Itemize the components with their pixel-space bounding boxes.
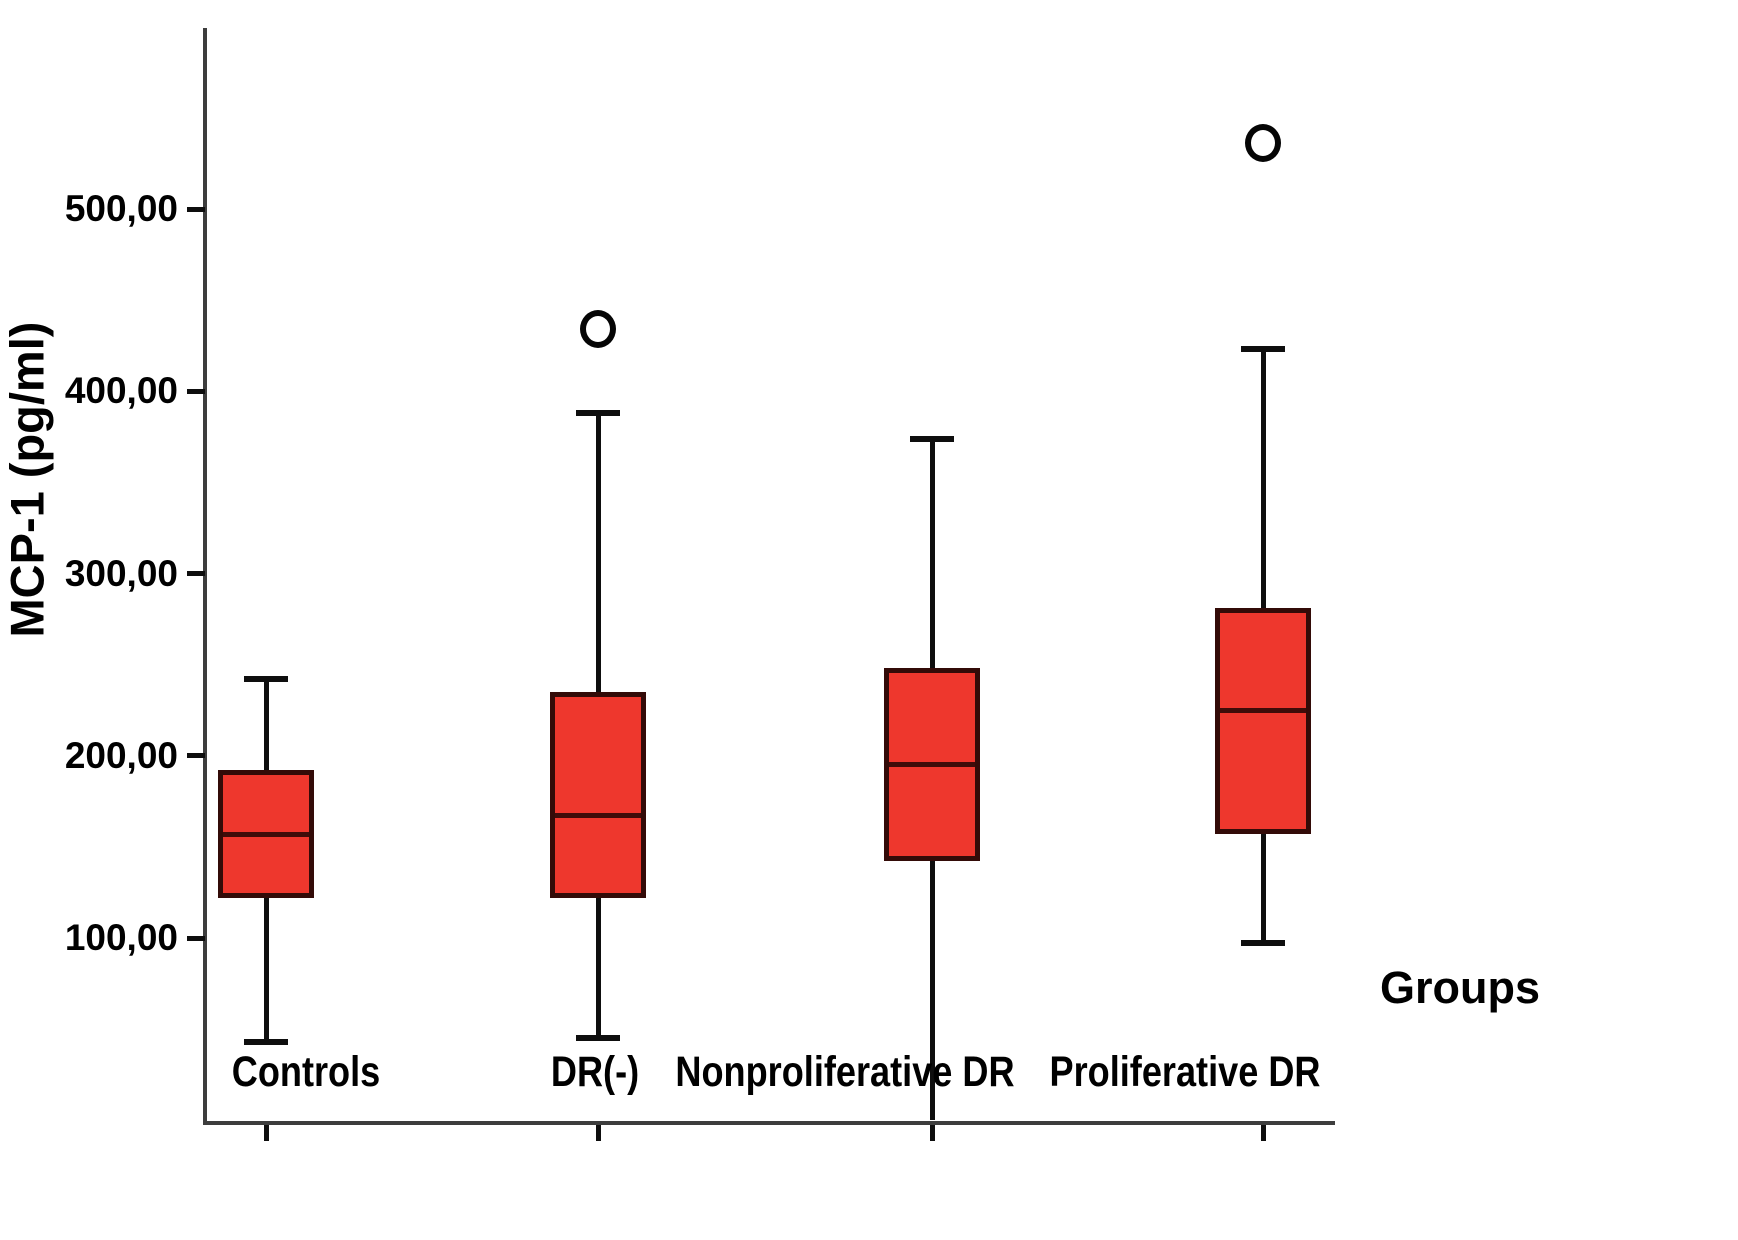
upper-whisker-cap bbox=[1241, 346, 1285, 353]
x-axis-line bbox=[203, 1121, 1335, 1125]
lower-whisker-cap bbox=[1241, 940, 1285, 947]
x-category-label: Controls bbox=[231, 1048, 381, 1096]
x-category-label: Nonproliferative DR bbox=[675, 1048, 1015, 1096]
lower-whisker-cap bbox=[576, 1035, 620, 1042]
y-tick-label: 500,00 bbox=[64, 188, 178, 229]
median-line bbox=[889, 762, 975, 768]
y-tick-label: 200,00 bbox=[64, 734, 178, 776]
x-category-label: Proliferative DR bbox=[1049, 1048, 1321, 1096]
iqr-box bbox=[550, 691, 646, 898]
median-line bbox=[223, 831, 309, 837]
upper-whisker-cap bbox=[244, 676, 288, 683]
x-category-label: DR(-) bbox=[550, 1048, 640, 1096]
y-tick-mark bbox=[187, 388, 205, 394]
upper-whisker-cap bbox=[576, 410, 620, 417]
y-tick-label: 100,00 bbox=[64, 917, 178, 958]
y-tick-mark bbox=[187, 571, 205, 576]
y-tick-label: 400,00 bbox=[64, 370, 178, 412]
x-category-tick bbox=[595, 1125, 601, 1141]
y-tick-mark bbox=[187, 206, 205, 212]
median-line bbox=[555, 813, 641, 819]
x-category-tick bbox=[263, 1125, 269, 1141]
iqr-box bbox=[1215, 608, 1311, 835]
lower-whisker-cap bbox=[244, 1038, 288, 1045]
x-category-tick bbox=[1260, 1125, 1266, 1141]
x-axis-title: Groups bbox=[1380, 962, 1541, 1013]
y-tick-mark bbox=[187, 753, 205, 759]
y-tick-mark bbox=[187, 935, 205, 941]
outlier-marker bbox=[580, 310, 616, 349]
x-category-tick bbox=[929, 1125, 935, 1141]
y-axis-line bbox=[203, 28, 207, 1125]
median-line bbox=[1220, 707, 1306, 713]
outlier-marker bbox=[1245, 124, 1281, 163]
y-tick-label: 300,00 bbox=[64, 552, 178, 594]
upper-whisker-cap bbox=[910, 435, 954, 442]
